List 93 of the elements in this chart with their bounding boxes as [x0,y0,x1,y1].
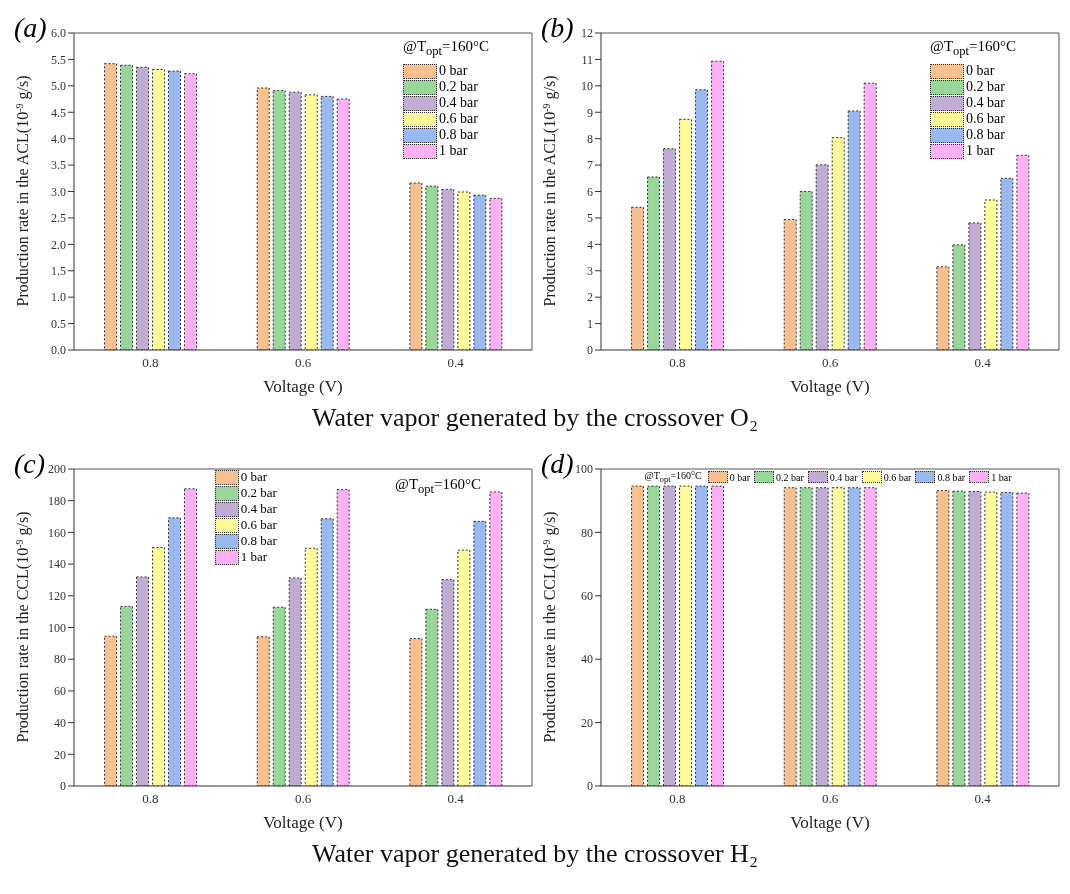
legend-label: 0.2 bar [966,79,1005,95]
y-tick-label: 120 [48,589,66,604]
x-axis-title: Voltage (V) [263,813,343,832]
legend-label: 1 bar [439,143,468,159]
x-tick-label: 0.4 [447,355,465,371]
y-tick-label: 200 [48,462,66,477]
y-tick-label: 1 [587,316,593,331]
legend-label: 0.8 bar [439,127,478,143]
x-tick-label: 0.6 [821,791,839,807]
y-tick-label: 20 [581,715,593,730]
y-tick-label: 3.0 [51,184,66,199]
y-tick-label: 5.0 [51,79,66,94]
x-tick-label: 0.8 [142,791,159,807]
y-tick-label: 7 [587,158,593,173]
y-tick-label: 2.5 [51,211,66,226]
y-tick-label: 1.5 [51,264,66,279]
legend-title: @T$_{opt}$=160°C [395,476,481,496]
y-tick-label: 0 [587,779,593,794]
y-tick-label: 100 [575,462,593,477]
chart-title: (a) [14,12,47,44]
legend-label: 0 bar [240,469,268,485]
legend-label: 0 bar [729,471,751,483]
legend-label: 0.8 bar [240,533,277,549]
y-tick-label: 6.0 [51,26,66,41]
legend-label: 1 bar [966,143,995,159]
legend-title: @T$_{opt}$=160°C [644,470,702,484]
y-tick-label: 5 [587,211,593,226]
x-tick-label: 0.4 [974,355,992,371]
y-tick-label: 8 [587,131,593,146]
y-tick-label: 60 [581,589,593,604]
y-tick-label: 0 [60,779,66,794]
x-tick-label: 0.6 [294,355,312,371]
y-tick-label: 80 [581,525,593,540]
legend-title: @T$_{opt}$=160°C [930,38,1016,58]
legend-label: 0.6 bar [439,111,478,127]
legend-label: 0 bar [439,63,468,79]
x-tick-label: 0.8 [142,355,159,371]
legend-label: 1 bar [240,549,268,565]
legend-label: 1 bar [991,471,1012,483]
text: Water vapor generated by the crossover O₂ [312,403,758,432]
y-tick-label: 0.5 [51,316,66,331]
x-tick-label: 0.4 [447,791,465,807]
legend-title: @T$_{opt}$=160°C [403,38,489,58]
y-tick-label: 10 [581,79,593,94]
y-tick-label: 3.5 [51,158,66,173]
y-tick-label: 20 [54,747,66,762]
y-tick-label: 100 [48,620,66,635]
y-tick-label: 2 [587,290,593,305]
y-tick-label: 0.0 [51,343,66,358]
x-tick-label: 0.8 [669,355,686,371]
legend-label: 0.4 bar [829,471,858,483]
legend-label: 0 bar [966,63,995,79]
text: Water vapor generated by the crossover H₂ [312,839,758,868]
y-tick-label: 4.0 [51,131,66,146]
y-tick-label: 1.0 [51,290,66,305]
legend-label: 0.4 bar [966,95,1005,111]
legend-label: 0.6 bar [240,517,277,533]
y-tick-label: 4 [587,237,593,252]
x-tick-label: 0.8 [669,791,686,807]
legend-label: 0.2 bar [439,79,478,95]
legend-label: 0.4 bar [439,95,478,111]
y-tick-label: 40 [581,652,593,667]
y-tick-label: 12 [581,26,593,41]
chart-title: (d) [541,448,574,480]
y-tick-label: 9 [587,105,593,120]
chart-title: (b) [541,12,574,44]
y-tick-label: 5.5 [51,52,66,67]
y-tick-label: 80 [54,652,66,667]
legend-label: 0.2 bar [240,485,277,501]
legend-label: 0.2 bar [776,471,804,483]
y-tick-label: 11 [581,52,593,67]
y-tick-label: 0 [587,343,593,358]
legend-label: 0.6 bar [966,111,1005,127]
legend-label: 0.8 bar [937,471,966,483]
x-axis-title: Voltage (V) [790,377,870,396]
x-axis-title: Voltage (V) [263,377,343,396]
legend-label: 0.4 bar [240,501,277,517]
y-tick-label: 180 [48,493,66,508]
y-tick-label: 60 [54,684,66,699]
x-tick-label: 0.6 [294,791,312,807]
legend-label: 0.8 bar [966,127,1005,143]
y-tick-label: 4.5 [51,105,66,120]
x-tick-label: 0.6 [821,355,839,371]
chart-title: (c) [14,448,46,480]
y-tick-label: 6 [587,184,593,199]
y-tick-label: 40 [54,715,66,730]
y-tick-label: 160 [48,525,66,540]
y-tick-label: 3 [587,264,593,279]
legend-label: 0.6 bar [883,471,912,483]
x-axis-title: Voltage (V) [790,813,870,832]
y-tick-label: 2.0 [51,237,66,252]
y-tick-label: 140 [48,557,66,572]
x-tick-label: 0.4 [974,791,992,807]
